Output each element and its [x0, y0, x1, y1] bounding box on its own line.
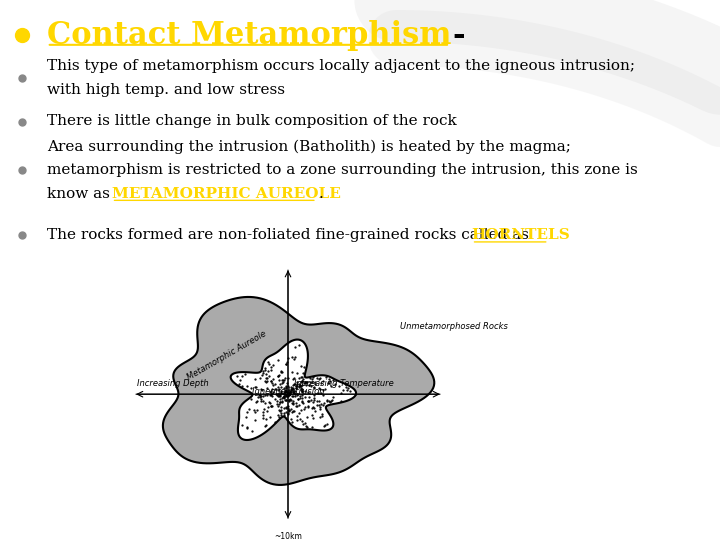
Text: There is little change in bulk composition of the rock: There is little change in bulk compositi…: [47, 114, 456, 129]
Text: metamorphism is restricted to a zone surrounding the intrusion, this zone is: metamorphism is restricted to a zone sur…: [47, 163, 637, 177]
Text: -: -: [452, 19, 465, 51]
Text: .: .: [318, 187, 323, 201]
Polygon shape: [163, 297, 434, 485]
Text: Increasing Depth: Increasing Depth: [137, 379, 208, 388]
Text: Metamorphic Aureole: Metamorphic Aureole: [186, 329, 268, 382]
Text: Area surrounding the intrusion (Batholith) is heated by the magma;: Area surrounding the intrusion (Batholit…: [47, 139, 571, 153]
Text: METAMORPHIC AUREOLE: METAMORPHIC AUREOLE: [112, 187, 341, 201]
Text: Igneous Intrusion: Igneous Intrusion: [252, 387, 324, 396]
Text: know as: know as: [47, 187, 114, 201]
Text: Increasing Temperature: Increasing Temperature: [294, 379, 394, 388]
Polygon shape: [230, 340, 356, 440]
Text: This type of metamorphism occurs locally adjacent to the igneous intrusion;: This type of metamorphism occurs locally…: [47, 59, 635, 73]
Text: Unmetamorphosed Rocks: Unmetamorphosed Rocks: [400, 322, 508, 331]
Text: HORNTELS: HORNTELS: [472, 228, 570, 242]
Text: The rocks formed are non-foliated fine-grained rocks called as: The rocks formed are non-foliated fine-g…: [47, 228, 534, 242]
Text: with high temp. and low stress: with high temp. and low stress: [47, 83, 285, 97]
Text: Contact Metamorphism: Contact Metamorphism: [47, 19, 451, 51]
Text: ~10km: ~10km: [274, 532, 302, 540]
